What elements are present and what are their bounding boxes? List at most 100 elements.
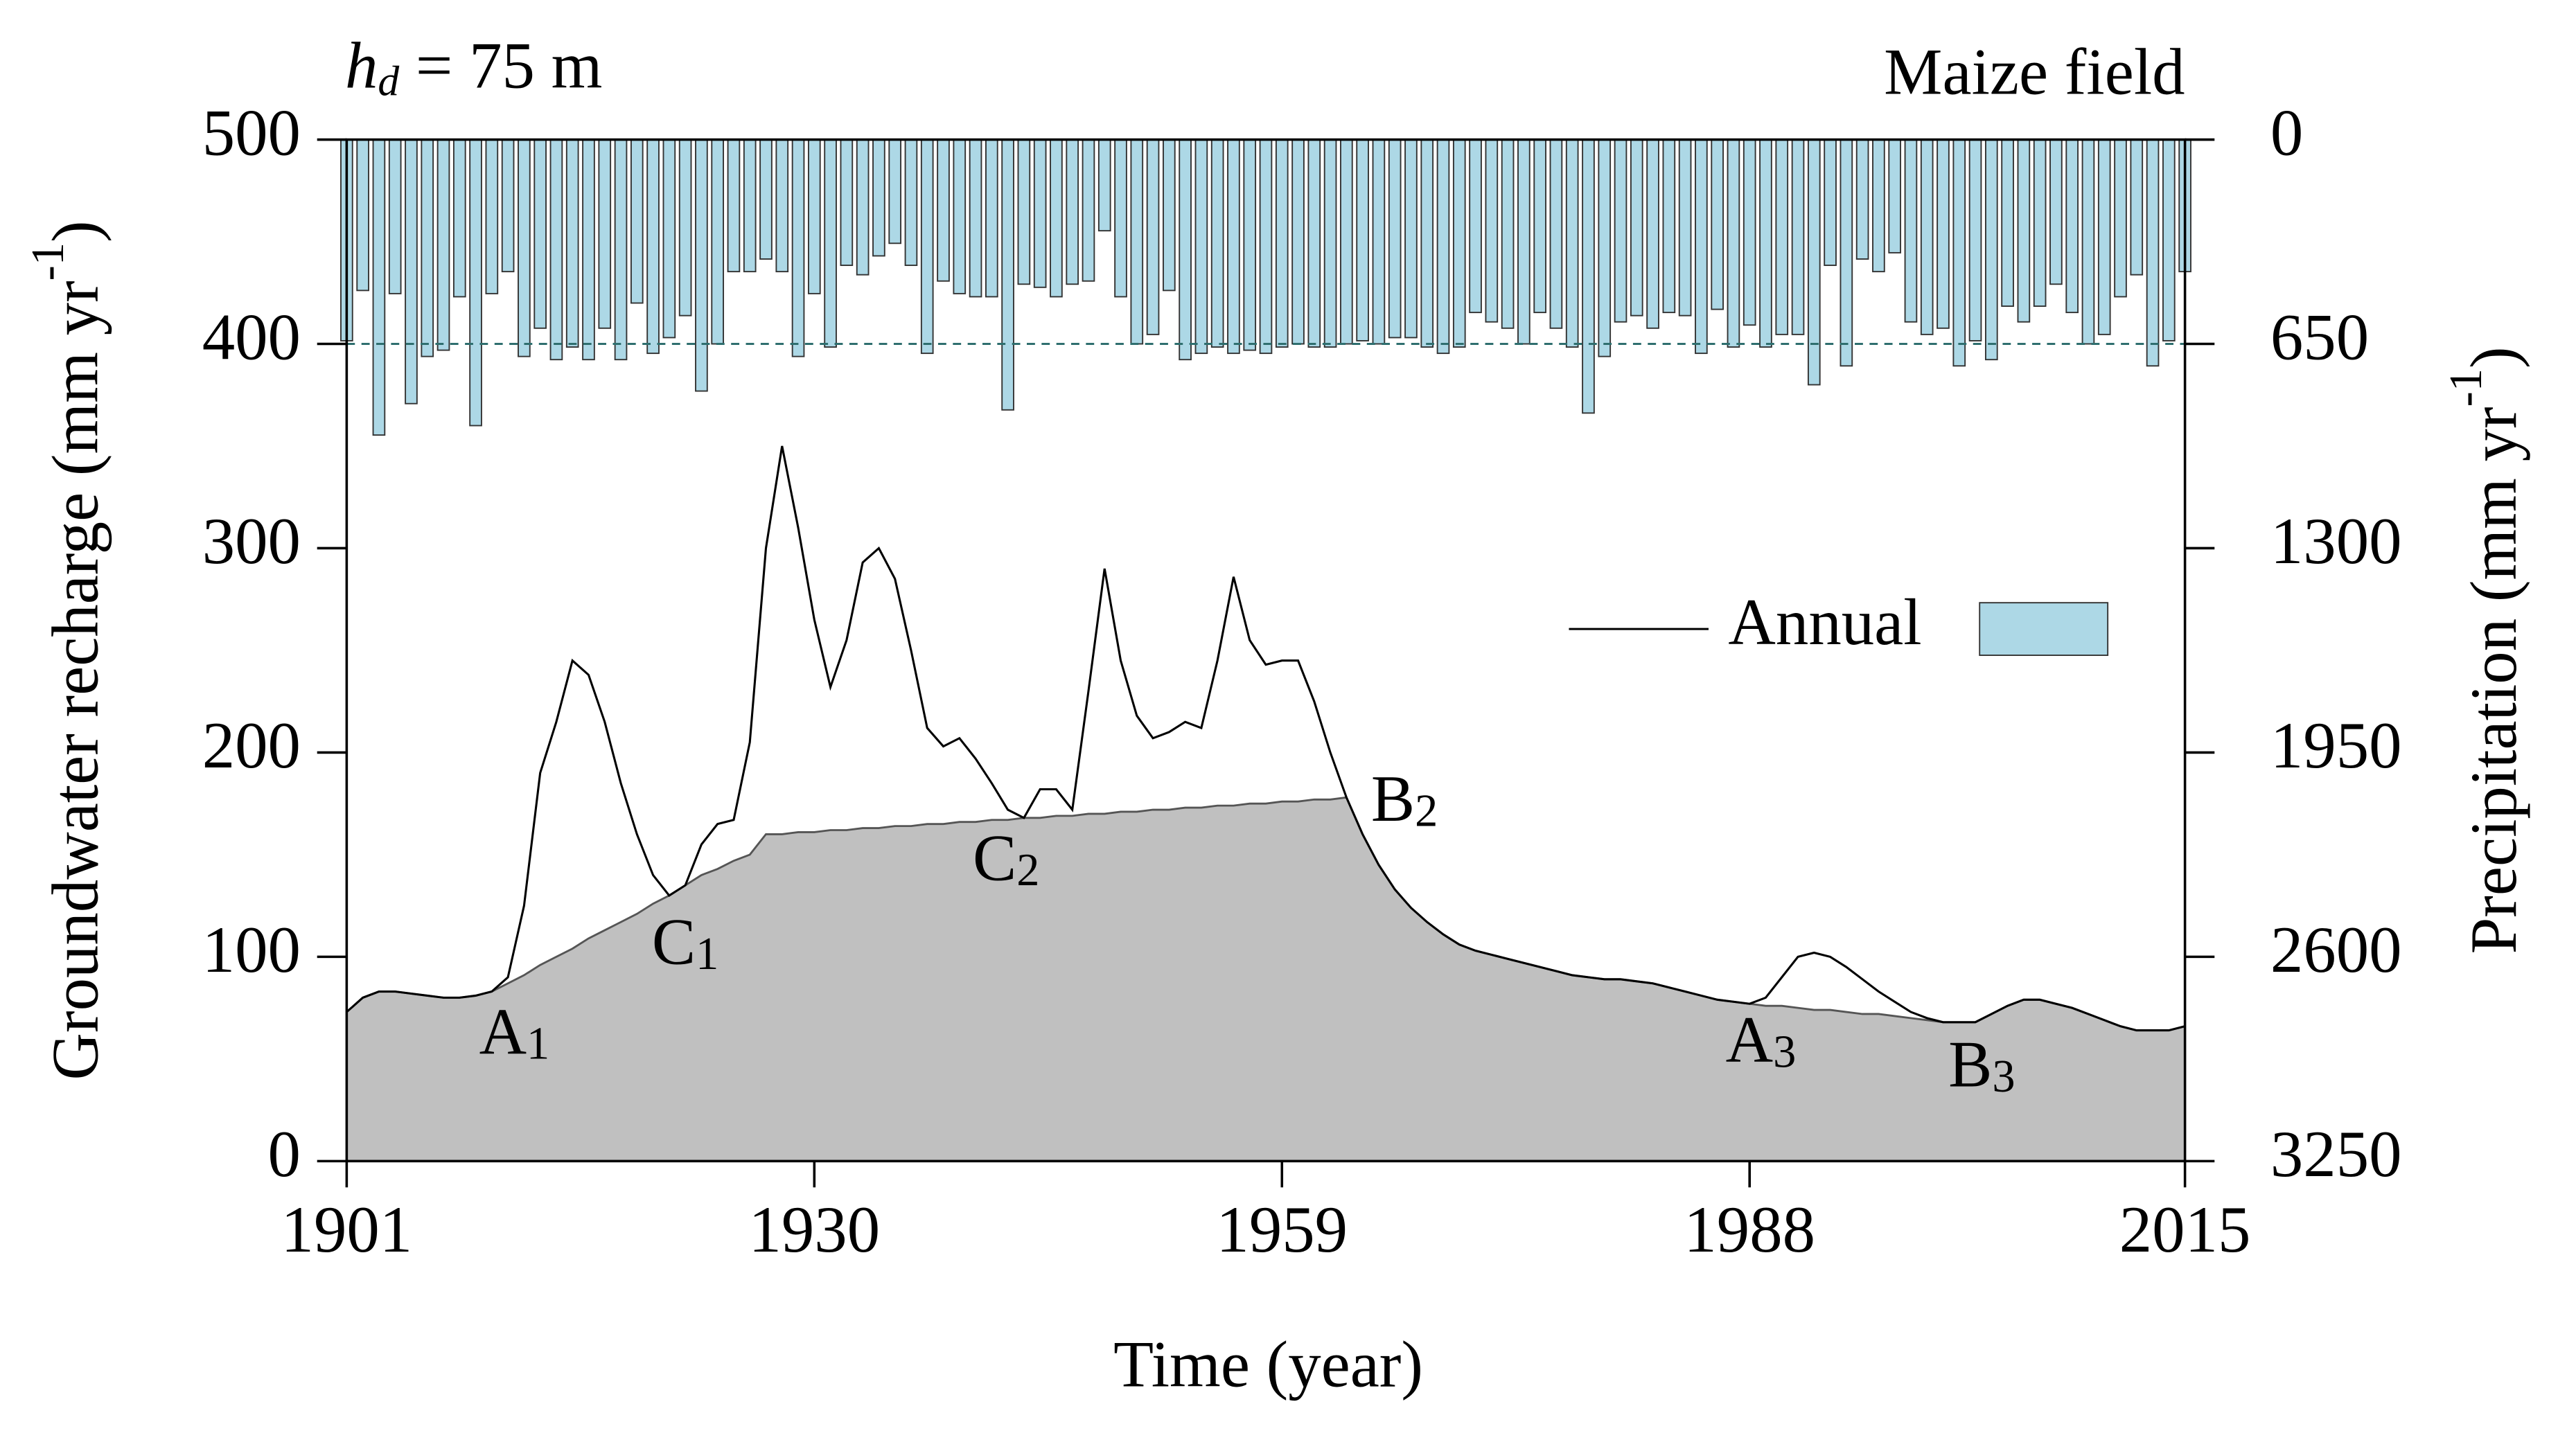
bar bbox=[2017, 139, 2031, 323]
bar bbox=[388, 139, 402, 294]
bar bbox=[1904, 139, 1918, 323]
bar bbox=[1179, 139, 1192, 361]
bar bbox=[518, 139, 531, 357]
bar bbox=[743, 139, 757, 273]
bar bbox=[1759, 139, 1772, 348]
bar bbox=[1372, 139, 1386, 345]
bar bbox=[1872, 139, 1885, 273]
title-subscript: d bbox=[378, 57, 399, 105]
bar bbox=[824, 139, 837, 348]
bar bbox=[469, 139, 482, 427]
annotation: A1 bbox=[479, 995, 550, 1069]
bar bbox=[1920, 139, 1934, 335]
bar bbox=[1227, 139, 1240, 355]
bar bbox=[969, 139, 982, 298]
bar bbox=[888, 139, 902, 245]
y2-tick-label: 650 bbox=[2270, 300, 2369, 373]
bar bbox=[1001, 139, 1014, 411]
bar bbox=[920, 139, 934, 355]
bar bbox=[1646, 139, 1659, 329]
bar bbox=[1259, 139, 1273, 355]
bar bbox=[2146, 139, 2160, 367]
bar bbox=[759, 139, 773, 260]
annotation-label: C bbox=[973, 821, 1016, 894]
annotation-subscript: 1 bbox=[696, 929, 718, 979]
title-variable: h bbox=[345, 28, 378, 102]
bar bbox=[1436, 139, 1450, 355]
bar bbox=[840, 139, 854, 267]
bar bbox=[2097, 139, 2111, 335]
annotation-label: B bbox=[1948, 1027, 1992, 1101]
annotation: B3 bbox=[1948, 1027, 2015, 1102]
bar bbox=[807, 139, 821, 294]
bar bbox=[1146, 139, 1160, 335]
x-tick-label: 1959 bbox=[1216, 1193, 1348, 1266]
bar bbox=[1275, 139, 1289, 348]
bar bbox=[1598, 139, 1612, 357]
chart-subtitle: Maize field bbox=[1884, 35, 2185, 109]
bar bbox=[678, 139, 692, 317]
y2-tick-label: 3250 bbox=[2270, 1117, 2402, 1191]
y-tick-label: 500 bbox=[202, 96, 301, 169]
annotation: C2 bbox=[973, 821, 1039, 896]
bar bbox=[533, 139, 547, 329]
y-tick-label: 100 bbox=[202, 913, 301, 986]
bar bbox=[1775, 139, 1789, 335]
y-tick-label: 0 bbox=[268, 1117, 301, 1191]
annotation: C1 bbox=[652, 905, 718, 979]
bar bbox=[582, 139, 595, 361]
x-tick-label: 1930 bbox=[748, 1193, 880, 1266]
annotation: A3 bbox=[1726, 1003, 1797, 1078]
y-axis-label: Groundwater recharge (mm yr-1) bbox=[23, 220, 112, 1080]
bar bbox=[2081, 139, 2095, 345]
bar bbox=[1952, 139, 1966, 367]
y2-label-end: ) bbox=[2457, 346, 2530, 368]
line bbox=[346, 445, 2185, 1032]
y-label-text: Groundwater recharge (mm yr bbox=[38, 281, 112, 1080]
bar bbox=[1662, 139, 1676, 314]
bar bbox=[1469, 139, 1482, 314]
bar bbox=[2162, 139, 2176, 341]
annotation-subscript: 2 bbox=[1016, 845, 1039, 896]
bar bbox=[1743, 139, 1756, 326]
bar bbox=[1017, 139, 1031, 285]
y-tick-label: 300 bbox=[202, 504, 301, 578]
bar bbox=[1210, 139, 1224, 348]
y-tick-label: 400 bbox=[202, 300, 301, 373]
bar bbox=[1968, 139, 1982, 341]
plot-frame bbox=[345, 138, 2187, 1163]
bar bbox=[727, 139, 741, 273]
annotation-subscript: 3 bbox=[1773, 1027, 1796, 1078]
bar bbox=[1565, 139, 1579, 348]
bar bbox=[1033, 139, 1047, 288]
bar bbox=[1323, 139, 1337, 348]
y2-label-sup: -1 bbox=[2441, 368, 2491, 407]
bar bbox=[1307, 139, 1321, 348]
bar bbox=[2033, 139, 2047, 307]
annotation-subscript: 2 bbox=[1415, 786, 1438, 837]
x-tick-label: 1901 bbox=[281, 1193, 413, 1266]
bar bbox=[1050, 139, 1063, 298]
bar bbox=[711, 139, 725, 345]
bar bbox=[1130, 139, 1144, 345]
bar bbox=[646, 139, 660, 355]
bar bbox=[501, 139, 515, 273]
bar bbox=[1630, 139, 1643, 317]
bar bbox=[1097, 139, 1111, 232]
bar bbox=[1791, 139, 1805, 335]
bar bbox=[485, 139, 499, 294]
chart-title: hd = 75 m bbox=[345, 28, 602, 105]
y2-axis-label: Precipitation (mm yr-1) bbox=[2441, 346, 2530, 954]
annotation-label: B bbox=[1371, 762, 1415, 835]
bar bbox=[791, 139, 805, 357]
annotation: B2 bbox=[1371, 762, 1438, 837]
annotation-label: A bbox=[1726, 1003, 1773, 1076]
legend-swatch bbox=[1979, 602, 2109, 657]
y2-tick-label: 0 bbox=[2270, 96, 2303, 169]
bar bbox=[1452, 139, 1466, 348]
annotation-label: C bbox=[652, 905, 696, 978]
bar bbox=[695, 139, 708, 392]
y2-label-text: Precipitation (mm yr bbox=[2457, 407, 2530, 954]
y2-tick-label: 1950 bbox=[2270, 709, 2402, 782]
bar bbox=[1485, 139, 1499, 323]
